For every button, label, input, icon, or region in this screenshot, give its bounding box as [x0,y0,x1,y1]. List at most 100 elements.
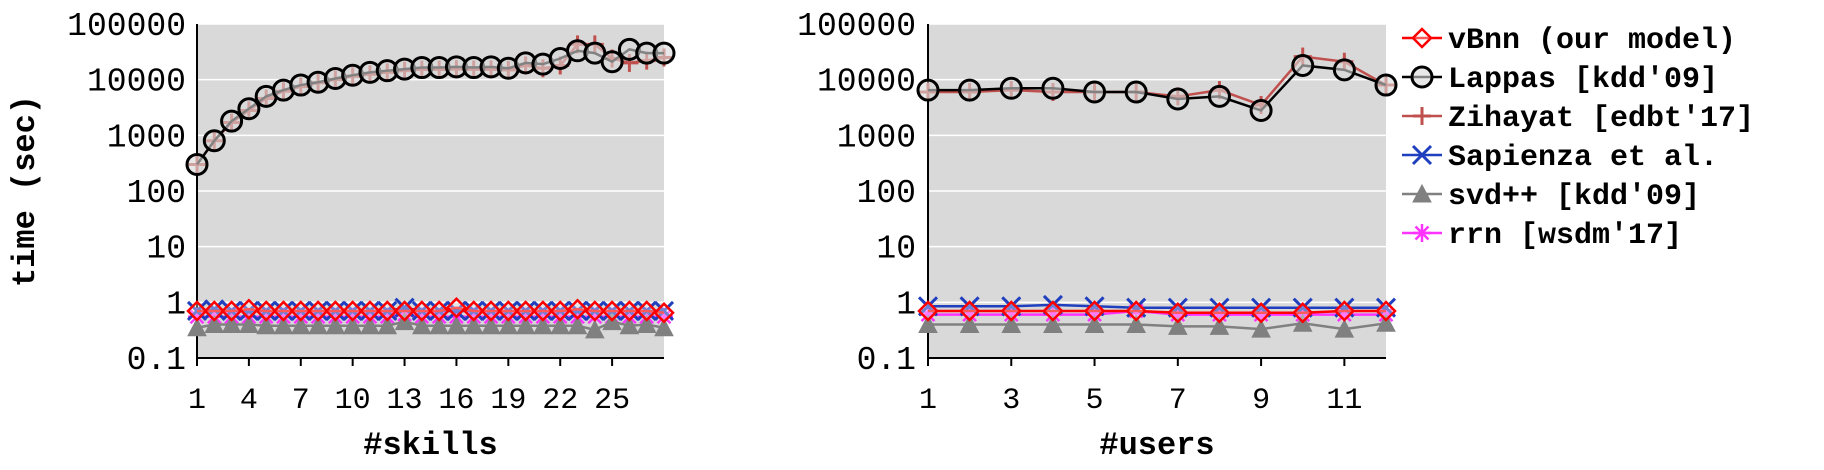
y-tick-label: 0.1 [127,342,186,379]
x-tick-label: 19 [490,384,526,418]
data-point [958,78,982,102]
data-point [1125,300,1147,322]
y-tick-label: 0.1 [857,342,916,379]
y-tick-label: 100 [857,175,916,212]
legend-marker [1412,183,1432,203]
y-tick-label: 100000 [797,8,916,45]
series-4 [918,313,1396,338]
data-point [652,41,676,65]
x-tick-label: 11 [1326,384,1362,418]
data-point [411,300,433,322]
data-point [917,300,939,322]
data-point [1375,300,1397,322]
y-tick-label: 1 [166,286,186,323]
x-tick-label: 9 [1252,384,1270,418]
data-point [324,300,347,322]
data-point [221,314,242,333]
data-point [462,300,485,322]
series-1 [185,37,676,176]
data-point [584,319,605,339]
data-point [1084,314,1105,333]
data-point [999,76,1023,100]
x-tick-label: 7 [1169,384,1187,418]
x-tick-label: 22 [542,384,578,418]
data-point [237,97,261,121]
y-tick-label: 10 [146,231,186,268]
legend-entry: vBnn (our model) [1402,24,1736,58]
data-point [1042,300,1064,322]
data-point [567,315,588,335]
legend-marker [1413,107,1431,125]
data-point [308,315,328,335]
data-point [600,50,624,74]
x-tick-label: 1 [919,384,937,418]
y-tick-label: 100000 [67,8,186,45]
series-line [928,322,1387,331]
y-tick-label: 1000 [107,119,186,156]
series-4 [187,311,674,339]
data-point [1374,73,1398,97]
data-point [653,301,675,324]
x-axis-title: #users [1099,427,1214,464]
data-point [497,300,520,322]
data-point [584,300,606,322]
data-point [290,315,311,335]
series-line [928,303,1386,309]
data-point [376,300,399,322]
legend-marker [1410,65,1434,89]
data-point [185,152,209,176]
data-point [619,315,640,335]
y-tick-label: 10000 [817,64,916,101]
data-point [272,300,295,322]
data-point [256,315,277,335]
legend-label: rrn [wsdm'17] [1448,219,1682,253]
x-tick-label: 7 [292,384,310,418]
series-0 [917,300,1397,324]
data-point [1000,300,1023,322]
series-1 [916,53,1398,122]
x-tick-label: 4 [240,384,258,418]
data-point [360,315,380,335]
data-point [359,300,381,322]
series-0 [186,296,675,324]
legend-entry: Sapienza et al. [1402,141,1718,175]
data-point [1333,300,1356,322]
data-point [342,315,363,335]
data-point [428,300,450,322]
data-point [549,300,571,322]
data-point [220,300,243,322]
y-tick-label: 1000 [837,119,916,156]
legend-label: Zihayat [edbt'17] [1448,102,1754,136]
data-point [1083,300,1106,322]
y-tick-label: 100 [127,175,186,212]
legend: vBnn (our model) Lappas [kdd'09] Zihayat [… [1402,24,1754,253]
data-point [1001,314,1022,333]
data-point [1291,53,1315,77]
data-point [533,315,553,335]
data-point [515,315,536,335]
data-point [203,300,226,322]
data-point [202,129,226,153]
data-point [958,300,981,322]
legend-entry: Zihayat [edbt'17] [1402,102,1754,136]
data-point [1376,313,1396,332]
legend-label: Lappas [kdd'09] [1448,63,1718,97]
data-point [255,300,277,322]
data-point [514,300,537,322]
data-point [446,315,467,335]
data-point [636,314,657,333]
data-point [550,315,571,335]
data-point [307,300,329,322]
x-tick-label: 1 [188,384,206,418]
data-point [429,315,449,335]
series-line [196,320,665,332]
legend-entry: Lappas [kdd'09] [1402,63,1718,97]
legend-marker [1413,224,1431,242]
data-point [532,300,554,322]
x-tick-label: 13 [387,384,423,418]
data-point [445,296,468,319]
data-point [187,317,207,337]
data-point [635,300,658,322]
data-point [566,298,589,321]
